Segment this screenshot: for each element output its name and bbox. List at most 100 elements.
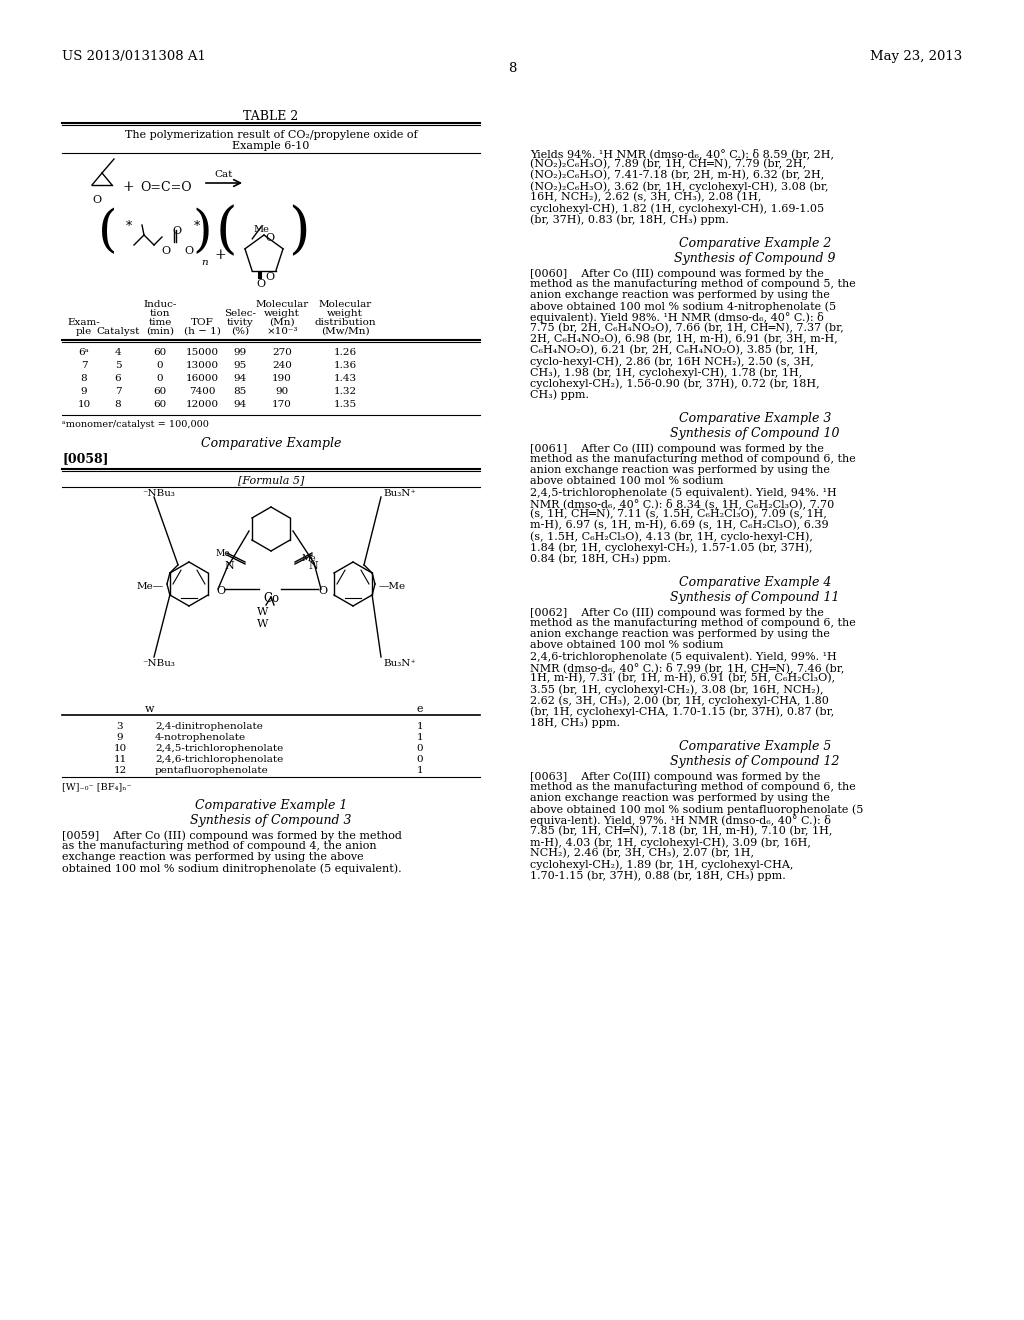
Text: 7: 7 <box>115 387 121 396</box>
Text: anion exchange reaction was performed by using the: anion exchange reaction was performed by… <box>530 290 829 300</box>
Text: CH₃) ppm.: CH₃) ppm. <box>530 389 589 400</box>
Text: ᵃmonomer/catalyst = 100,000: ᵃmonomer/catalyst = 100,000 <box>62 420 209 429</box>
Text: 1.32: 1.32 <box>334 387 356 396</box>
Text: time: time <box>148 318 172 327</box>
Text: (h − 1): (h − 1) <box>183 327 220 337</box>
Text: [0058]: [0058] <box>62 451 109 465</box>
Text: W: W <box>257 619 268 630</box>
Text: ⁻NBu₃: ⁻NBu₃ <box>142 488 175 498</box>
Text: n: n <box>201 257 208 267</box>
Text: weight: weight <box>327 309 362 318</box>
Text: 2,4,6-trichlorophenolate (5 equivalent). Yield, 99%. ¹H: 2,4,6-trichlorophenolate (5 equivalent).… <box>530 651 837 661</box>
Text: (s, 1H, CH═N), 7.11 (s, 1.5H, C₆H₂Cl₃O), 7.09 (s, 1H,: (s, 1H, CH═N), 7.11 (s, 1.5H, C₆H₂Cl₃O),… <box>530 510 826 519</box>
Text: (NO₂)₂C₆H₃O), 7.41-7.18 (br, 2H, m-H), 6.32 (br, 2H,: (NO₂)₂C₆H₃O), 7.41-7.18 (br, 2H, m-H), 6… <box>530 170 824 181</box>
Text: [0060]    After Co (III) compound was formed by the: [0060] After Co (III) compound was forme… <box>530 268 824 279</box>
Text: 2,4,5-trichlorophenolate (5 equivalent). Yield, 94%. ¹H: 2,4,5-trichlorophenolate (5 equivalent).… <box>530 487 837 498</box>
Text: N: N <box>308 561 317 572</box>
Text: cyclohexyl-CH₂), 1.89 (br, 1H, cyclohexyl-CHA,: cyclohexyl-CH₂), 1.89 (br, 1H, cyclohexy… <box>530 859 794 870</box>
Text: (: ( <box>215 205 237 260</box>
Text: 7.75 (br, 2H, C₆H₄NO₂O), 7.66 (br, 1H, CH═N), 7.37 (br,: 7.75 (br, 2H, C₆H₄NO₂O), 7.66 (br, 1H, C… <box>530 323 844 334</box>
Text: +: + <box>214 248 225 261</box>
Text: *: * <box>194 220 201 234</box>
Text: 0: 0 <box>157 374 163 383</box>
Text: Me: Me <box>253 224 269 234</box>
Text: *: * <box>126 220 132 234</box>
Text: TABLE 2: TABLE 2 <box>244 110 299 123</box>
Text: 2,4,5-trichlorophenolate: 2,4,5-trichlorophenolate <box>155 744 284 752</box>
Text: (NO₂)₂C₆H₃O), 3.62 (br, 1H, cyclohexyl-CH), 3.08 (br,: (NO₂)₂C₆H₃O), 3.62 (br, 1H, cyclohexyl-C… <box>530 181 828 191</box>
Text: above obtained 100 mol % sodium: above obtained 100 mol % sodium <box>530 477 724 486</box>
Text: Example 6-10: Example 6-10 <box>232 141 309 150</box>
Text: Synthesis of Compound 10: Synthesis of Compound 10 <box>671 426 840 440</box>
Text: ple: ple <box>76 327 92 337</box>
Text: Synthesis of Compound 3: Synthesis of Compound 3 <box>190 814 352 828</box>
Text: 6: 6 <box>115 374 121 383</box>
Text: ×10⁻³: ×10⁻³ <box>266 327 298 337</box>
Text: 1.43: 1.43 <box>334 374 356 383</box>
Text: 12: 12 <box>114 766 127 775</box>
Text: [0059]    After Co (III) compound was formed by the method: [0059] After Co (III) compound was forme… <box>62 830 401 841</box>
Text: CH₃), 1.98 (br, 1H, cyclohexyl-CH), 1.78 (br, 1H,: CH₃), 1.98 (br, 1H, cyclohexyl-CH), 1.78… <box>530 367 802 378</box>
Text: 60: 60 <box>154 400 167 409</box>
Text: Synthesis of Compound 11: Synthesis of Compound 11 <box>671 591 840 605</box>
Text: ⁻NBu₃: ⁻NBu₃ <box>142 659 175 668</box>
Text: equivalent). Yield 98%. ¹H NMR (dmso-d₆, 40° C.): δ: equivalent). Yield 98%. ¹H NMR (dmso-d₆,… <box>530 312 823 323</box>
Text: Me: Me <box>301 554 315 564</box>
Text: Co: Co <box>263 591 280 605</box>
Text: pentafluorophenolate: pentafluorophenolate <box>155 766 268 775</box>
Text: 5: 5 <box>115 360 121 370</box>
Text: above obtained 100 mol % sodium 4-nitrophenolate (5: above obtained 100 mol % sodium 4-nitrop… <box>530 301 837 312</box>
Text: cyclo-hexyl-CH), 2.86 (br, 16H NCH₂), 2.50 (s, 3H,: cyclo-hexyl-CH), 2.86 (br, 16H NCH₂), 2.… <box>530 356 814 367</box>
Text: 2,4,6-trichlorophenolate: 2,4,6-trichlorophenolate <box>155 755 284 764</box>
Text: (Mw/Mn): (Mw/Mn) <box>321 327 370 337</box>
Text: (: ( <box>98 209 118 257</box>
Text: 190: 190 <box>272 374 292 383</box>
Text: O: O <box>265 234 274 243</box>
Text: O: O <box>161 246 170 256</box>
Text: 1H, m-H), 7.31 (br, 1H, m-H), 6.91 (br, 5H, C₆H₂Cl₃O),: 1H, m-H), 7.31 (br, 1H, m-H), 6.91 (br, … <box>530 673 836 684</box>
Text: ): ) <box>288 205 310 260</box>
Text: 9: 9 <box>117 733 123 742</box>
Text: m-H), 4.03 (br, 1H, cyclohexyl-CH), 3.09 (br, 16H,: m-H), 4.03 (br, 1H, cyclohexyl-CH), 3.09… <box>530 837 811 847</box>
Text: Comparative Example 1: Comparative Example 1 <box>195 799 347 812</box>
Text: 2.62 (s, 3H, CH₃), 2.00 (br, 1H, cyclohexyl-CHA, 1.80: 2.62 (s, 3H, CH₃), 2.00 (br, 1H, cyclohe… <box>530 696 828 706</box>
Text: 15000: 15000 <box>185 348 218 356</box>
Text: method as the manufacturing method of compound 6, the: method as the manufacturing method of co… <box>530 618 856 628</box>
Text: NCH₂), 2.46 (br, 3H, CH₃), 2.07 (br, 1H,: NCH₂), 2.46 (br, 3H, CH₃), 2.07 (br, 1H, <box>530 847 754 858</box>
Text: 1: 1 <box>417 733 423 742</box>
Text: (s, 1.5H, C₆H₂Cl₃O), 4.13 (br, 1H, cyclo-hexyl-CH),: (s, 1.5H, C₆H₂Cl₃O), 4.13 (br, 1H, cyclo… <box>530 531 813 541</box>
Text: NMR (dmso-d₆, 40° C.): δ 8.34 (s, 1H, C₆H₂Cl₃O), 7.70: NMR (dmso-d₆, 40° C.): δ 8.34 (s, 1H, C₆… <box>530 498 835 508</box>
Text: tivity: tivity <box>226 318 253 327</box>
Text: 90: 90 <box>275 387 289 396</box>
Text: Me—: Me— <box>137 582 164 591</box>
Text: US 2013/0131308 A1: US 2013/0131308 A1 <box>62 50 206 63</box>
Text: W: W <box>257 607 268 616</box>
Text: NMR (dmso-d₆, 40° C.): δ 7.99 (br, 1H, CH═N), 7.46 (br,: NMR (dmso-d₆, 40° C.): δ 7.99 (br, 1H, C… <box>530 663 845 673</box>
Text: N: N <box>224 561 233 572</box>
Text: ): ) <box>193 209 212 257</box>
Text: Bu₃N⁺: Bu₃N⁺ <box>383 659 416 668</box>
Text: —Me: —Me <box>379 582 407 591</box>
Text: 85: 85 <box>233 387 247 396</box>
Text: 4-notrophenolate: 4-notrophenolate <box>155 733 246 742</box>
Text: 10: 10 <box>78 400 91 409</box>
Text: anion exchange reaction was performed by using the: anion exchange reaction was performed by… <box>530 793 829 803</box>
Text: Catalyst: Catalyst <box>96 327 139 337</box>
Text: Molecular: Molecular <box>255 300 308 309</box>
Text: 1.36: 1.36 <box>334 360 356 370</box>
Text: 16H, NCH₂), 2.62 (s, 3H, CH₃), 2.08 (1H,: 16H, NCH₂), 2.62 (s, 3H, CH₃), 2.08 (1H, <box>530 191 762 202</box>
Text: 94: 94 <box>233 374 247 383</box>
Text: 7: 7 <box>81 360 87 370</box>
Text: 1.70-1.15 (br, 37H), 0.88 (br, 18H, CH₃) ppm.: 1.70-1.15 (br, 37H), 0.88 (br, 18H, CH₃)… <box>530 870 785 880</box>
Text: tion: tion <box>150 309 170 318</box>
Text: Comparative Example 2: Comparative Example 2 <box>679 238 831 249</box>
Text: 7400: 7400 <box>188 387 215 396</box>
Text: 2,4-dinitrophenolate: 2,4-dinitrophenolate <box>155 722 263 731</box>
Text: (br, 37H), 0.83 (br, 18H, CH₃) ppm.: (br, 37H), 0.83 (br, 18H, CH₃) ppm. <box>530 214 729 224</box>
Text: Comparative Example 4: Comparative Example 4 <box>679 576 831 589</box>
Text: Yields 94%. ¹H NMR (dmso-d₆, 40° C.): δ 8.59 (br, 2H,: Yields 94%. ¹H NMR (dmso-d₆, 40° C.): δ … <box>530 148 834 158</box>
Text: [Formula 5]: [Formula 5] <box>238 475 304 484</box>
Text: 16000: 16000 <box>185 374 218 383</box>
Text: 270: 270 <box>272 348 292 356</box>
Text: equiva-lent). Yield, 97%. ¹H NMR (dmso-d₆, 40° C.): δ: equiva-lent). Yield, 97%. ¹H NMR (dmso-d… <box>530 814 830 826</box>
